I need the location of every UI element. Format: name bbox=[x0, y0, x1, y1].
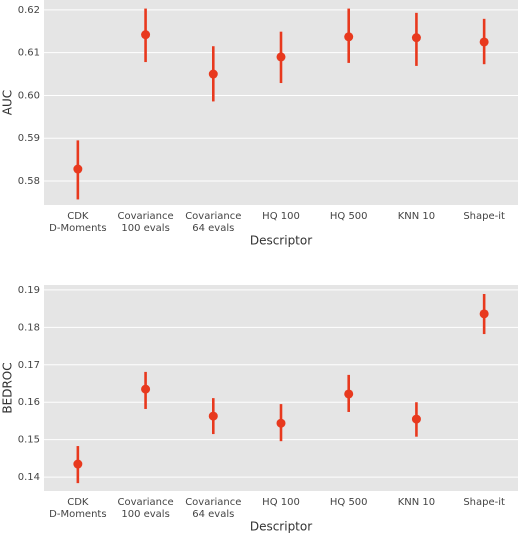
x-tick-line: Covariance bbox=[117, 211, 173, 222]
x-tick-label: Covariance 100 evals bbox=[117, 211, 173, 234]
x-tick-label: HQ 100 bbox=[262, 211, 300, 222]
y-tick-label: 0.60 bbox=[18, 90, 40, 101]
x-tick-line: KNN 10 bbox=[398, 211, 435, 222]
point bbox=[479, 37, 489, 47]
point bbox=[141, 30, 151, 40]
y-tick-label: 0.15 bbox=[18, 435, 40, 446]
point bbox=[73, 164, 83, 174]
x-tick-label: HQ 500 bbox=[330, 497, 368, 508]
point bbox=[479, 309, 489, 319]
x-tick-label: Covariance 64 evals bbox=[185, 497, 241, 520]
x-tick-line: D-Moments bbox=[49, 223, 106, 234]
point bbox=[73, 459, 83, 469]
point bbox=[411, 414, 421, 424]
x-tick-line: HQ 500 bbox=[330, 211, 368, 222]
y-axis-label: AUC bbox=[1, 90, 15, 115]
plot-background bbox=[44, 0, 518, 205]
x-tick-line: Shape-it bbox=[463, 211, 505, 222]
x-tick-line: CDK bbox=[67, 497, 89, 508]
x-tick-line: Shape-it bbox=[463, 497, 505, 508]
x-tick-line: HQ 100 bbox=[262, 211, 300, 222]
point bbox=[344, 32, 354, 42]
x-tick-line: Covariance bbox=[117, 497, 173, 508]
x-tick-line: 100 evals bbox=[121, 223, 169, 234]
y-tick-label: 0.61 bbox=[18, 48, 40, 59]
y-axis-label: BEDROC bbox=[1, 362, 15, 413]
x-tick-label: Shape-it bbox=[463, 211, 505, 222]
point bbox=[208, 69, 218, 79]
point bbox=[141, 384, 151, 394]
x-tick-line: HQ 500 bbox=[330, 497, 368, 508]
x-tick-label: Shape-it bbox=[463, 497, 505, 508]
y-tick-label: 0.58 bbox=[18, 176, 40, 187]
x-tick-line: KNN 10 bbox=[398, 497, 435, 508]
y-tick-label: 0.14 bbox=[18, 472, 40, 483]
x-tick-label: HQ 100 bbox=[262, 497, 300, 508]
x-tick-label: KNN 10 bbox=[398, 497, 435, 508]
y-tick-label: 0.16 bbox=[18, 397, 40, 408]
y-tick-label: 0.17 bbox=[18, 360, 40, 371]
y-tick-label: 0.18 bbox=[18, 322, 40, 333]
x-tick-line: 64 evals bbox=[192, 223, 234, 234]
y-tick-label: 0.59 bbox=[18, 133, 40, 144]
x-tick-line: 64 evals bbox=[192, 509, 234, 520]
x-tick-line: D-Moments bbox=[49, 509, 106, 520]
x-tick-line: HQ 100 bbox=[262, 497, 300, 508]
point bbox=[208, 411, 218, 421]
x-tick-label: KNN 10 bbox=[398, 211, 435, 222]
x-axis-label: Descriptor bbox=[250, 520, 312, 534]
plot-background bbox=[44, 285, 518, 491]
x-tick-line: Covariance bbox=[185, 497, 241, 508]
y-tick-label: 0.19 bbox=[18, 285, 40, 296]
x-tick-label: CDK D-Moments bbox=[49, 211, 106, 234]
x-tick-label: HQ 500 bbox=[330, 211, 368, 222]
point bbox=[411, 33, 421, 43]
x-tick-line: CDK bbox=[67, 211, 89, 222]
x-axis-label: Descriptor bbox=[250, 234, 312, 248]
point bbox=[344, 389, 354, 399]
y-tick-label: 0.62 bbox=[18, 5, 40, 16]
x-tick-label: CDK D-Moments bbox=[49, 497, 106, 520]
point bbox=[276, 52, 286, 62]
x-tick-line: 100 evals bbox=[121, 509, 169, 520]
point bbox=[276, 418, 286, 428]
x-tick-label: Covariance 64 evals bbox=[185, 211, 241, 234]
x-tick-label: Covariance 100 evals bbox=[117, 497, 173, 520]
x-tick-line: Covariance bbox=[185, 211, 241, 222]
